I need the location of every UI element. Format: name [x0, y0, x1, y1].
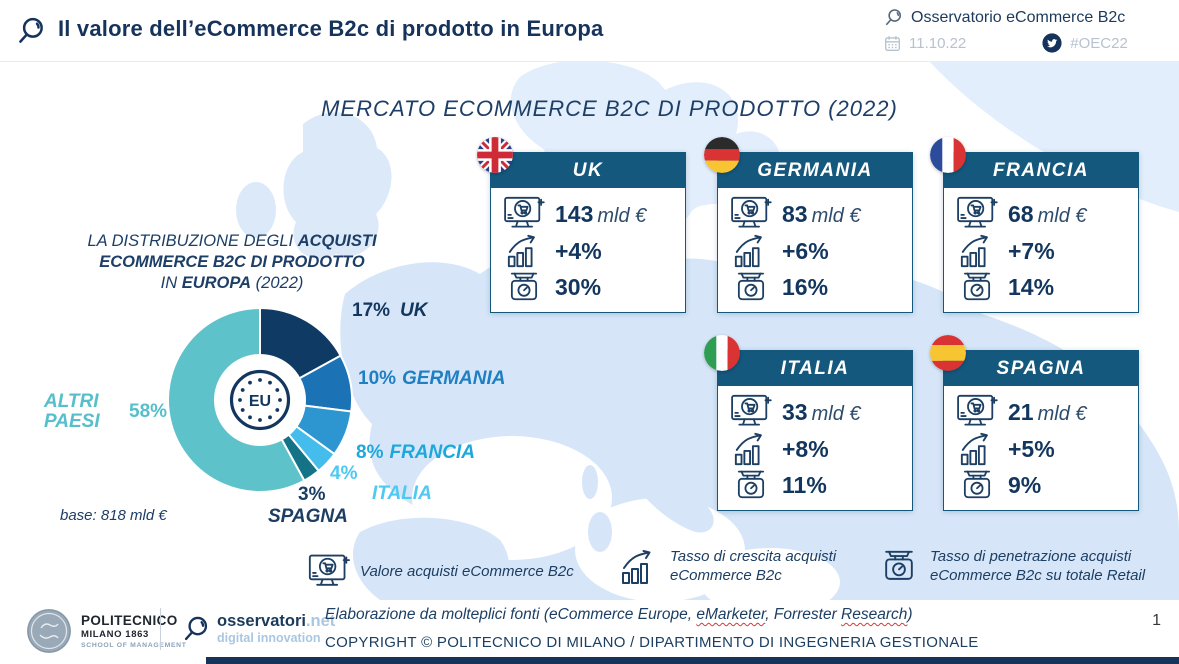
penetration-rate: 16% [782, 274, 829, 301]
ecommerce-value-icon [730, 196, 772, 232]
politecnico-logo: POLITECNICO MILANO 1863 SCHOOL OF MANAGE… [26, 608, 187, 654]
germany-flag-icon [704, 137, 740, 173]
growth-icon [956, 431, 998, 467]
penetration-rate: 14% [1008, 274, 1055, 301]
donut-label-altri-paesi: ALTRI PAESI 58% [44, 391, 168, 432]
growth-rate: +5% [1008, 435, 1055, 462]
donut-label-uk: 17% UK [352, 300, 428, 321]
growth-rate: +8% [782, 435, 829, 462]
card-header: FRANCIA [944, 153, 1138, 188]
slide-title: MERCATO ECOMMERCE B2C DI PRODOTTO (2022) [321, 96, 898, 121]
growth-rate: +4% [555, 237, 602, 264]
country-card-spagna: SPAGNA 21 mld € +5% 9% [930, 335, 1139, 511]
growth-icon [618, 548, 660, 586]
donut-base-note: base: 818 mld € [60, 507, 167, 524]
penetration-icon [878, 548, 920, 586]
politecnico-seal-icon [27, 609, 71, 653]
growth-icon [730, 233, 772, 269]
donut-chart: EU [167, 306, 353, 493]
eu-emblem: EU [229, 369, 291, 431]
magnifier-icon [884, 8, 903, 27]
map-britain [283, 112, 392, 259]
copyright: COPYRIGHT © POLITECNICO DI MILANO / DIPA… [325, 634, 979, 651]
legend-item-penetration: Tasso di penetrazione acquisti eCommerce … [878, 548, 1145, 586]
france-flag-icon [930, 137, 966, 173]
calendar-icon [884, 35, 901, 52]
osservatori-logo-icon [16, 16, 46, 46]
penetration-icon [730, 468, 772, 504]
ecommerce-value-icon [956, 394, 998, 430]
country-card-uk: UK 143 mld € +4% 30% [477, 137, 686, 313]
ecommerce-value: 143 [555, 200, 594, 227]
penetration-rate: 11% [782, 472, 827, 499]
osservatori-logo: osservatori.net digital innovation [182, 612, 335, 645]
penetration-rate: 9% [1008, 472, 1042, 499]
card-country-name: UK [572, 159, 604, 181]
uk-flag-icon [477, 137, 513, 173]
donut-label-spagna: 3% SPAGNA [268, 484, 348, 527]
donut-title: LA DISTRIBUZIONE DEGLI ACQUISTI ECOMMERC… [87, 232, 377, 293]
page-title: Il valore dell’eCommerce B2c di prodotto… [58, 16, 604, 41]
country-card-germania: GERMANIA 83 mld € +6% 16% [704, 137, 913, 313]
legend-item-value: Valore acquisti eCommerce B2c [308, 553, 574, 591]
ecommerce-value-icon [503, 196, 545, 232]
card-header: UK [491, 153, 685, 188]
donut-label-francia: 8% FRANCIA [356, 442, 475, 463]
penetration-icon [730, 270, 772, 306]
card-header: GERMANIA [718, 153, 912, 188]
map-italy [592, 402, 714, 533]
page-number: 1 [1152, 612, 1161, 629]
ecommerce-value: 33 [782, 398, 808, 425]
ecommerce-value: 83 [782, 200, 808, 227]
footer: POLITECNICO MILANO 1863 SCHOOL OF MANAGE… [0, 600, 1179, 664]
footer-accent-strip [206, 657, 1179, 664]
card-country-name: GERMANIA [757, 159, 873, 181]
card-country-name: SPAGNA [996, 357, 1086, 379]
osservatori-magnifier-icon [182, 615, 210, 643]
observatory-name: Osservatorio eCommerce B2c [911, 8, 1126, 26]
italy-flag-icon [704, 335, 740, 371]
donut-label-italia: 4% ITALIA [330, 463, 432, 504]
donut-label-germania: 10% GERMANIA [358, 368, 506, 389]
card-header: SPAGNA [944, 351, 1138, 386]
country-card-italia: ITALIA 33 mld € +8% 11% [704, 335, 913, 511]
politecnico-name: POLITECNICO [81, 613, 178, 628]
ecommerce-value-icon [308, 553, 350, 591]
growth-rate: +6% [782, 237, 829, 264]
penetration-icon [956, 270, 998, 306]
spain-flag-icon [930, 335, 966, 371]
header-bar: Il valore dell’eCommerce B2c di prodotto… [0, 0, 1179, 62]
ecommerce-value: 68 [1008, 200, 1034, 227]
country-card-francia: FRANCIA 68 mld € +7% 14% [930, 137, 1139, 313]
penetration-icon [503, 270, 545, 306]
ecommerce-value-icon [730, 394, 772, 430]
event-date: 11.10.22 [909, 34, 967, 52]
growth-icon [730, 431, 772, 467]
twitter-icon[interactable] [1042, 33, 1062, 53]
growth-rate: +7% [1008, 237, 1055, 264]
ecommerce-value-icon [956, 196, 998, 232]
footer-divider [160, 608, 161, 650]
ecommerce-value: 21 [1008, 398, 1034, 425]
header-meta: Osservatorio eCommerce B2c 11.10.22 #OEC… [884, 8, 1128, 53]
card-country-name: ITALIA [780, 357, 850, 379]
source-note: Elaborazione da molteplici fonti (eComme… [325, 606, 913, 623]
card-country-name: FRANCIA [993, 159, 1089, 181]
growth-icon [956, 233, 998, 269]
growth-icon [503, 233, 545, 269]
eu-label: EU [249, 393, 271, 410]
penetration-rate: 30% [555, 274, 602, 301]
card-header: ITALIA [718, 351, 912, 386]
legend-item-growth: Tasso di crescita acquisti eCommerce B2c [618, 548, 836, 586]
event-hashtag[interactable]: #OEC22 [1070, 34, 1128, 52]
penetration-icon [956, 468, 998, 504]
